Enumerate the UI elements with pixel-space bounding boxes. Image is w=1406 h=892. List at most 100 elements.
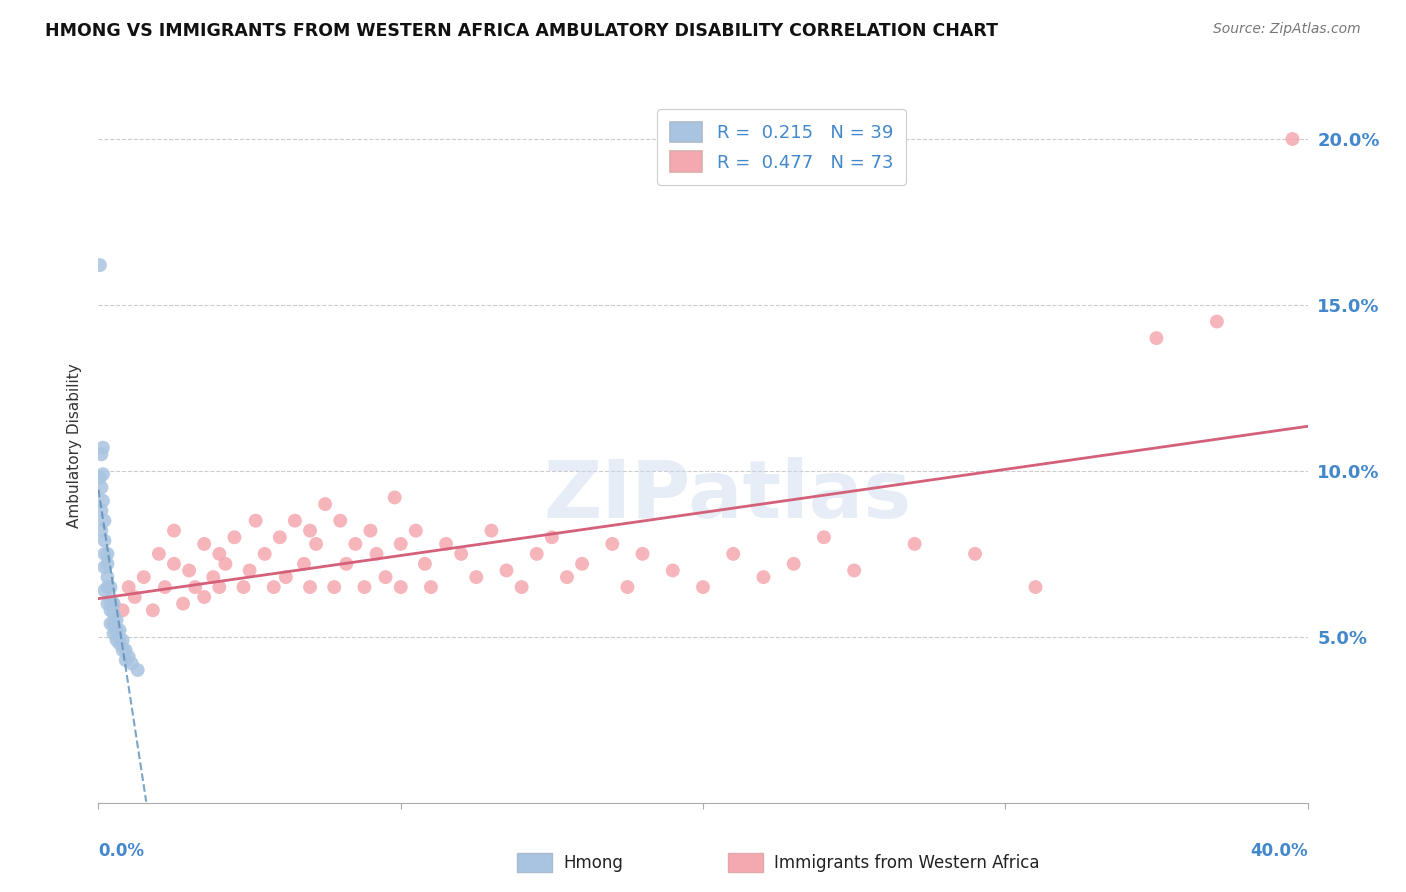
Point [661,564,683,578]
Point [100,603,122,617]
Point [111,603,134,617]
Point [96,570,118,584]
Point [813,530,835,544]
Point [96,557,118,571]
Point [232,580,254,594]
Point [360,524,382,538]
Point [153,580,176,594]
Point [253,547,276,561]
Point [103,616,125,631]
Point [329,514,352,528]
Point [103,597,125,611]
Point [844,564,866,578]
Point [93,560,115,574]
Point [96,597,118,611]
Point [193,590,215,604]
Point [292,557,315,571]
Point [105,613,128,627]
Point [214,557,236,571]
Point [142,603,165,617]
Point [103,626,125,640]
Point [965,547,987,561]
Point [208,580,231,594]
Point [904,537,927,551]
Point [1206,314,1229,328]
Point [224,530,246,544]
Point [172,597,194,611]
Point [299,524,322,538]
Point [323,580,346,594]
Text: ZIPatlas: ZIPatlas [543,457,911,535]
Text: 40.0%: 40.0% [1250,842,1308,860]
Point [540,530,562,544]
Point [127,663,149,677]
Point [526,547,548,561]
Point [121,657,143,671]
Point [163,524,186,538]
Point [91,493,114,508]
Point [299,580,322,594]
Point [118,649,141,664]
Point [1144,331,1167,345]
Point [405,524,427,538]
Point [90,524,112,538]
Point [481,524,503,538]
Point [555,570,578,584]
Point [450,547,472,561]
Point [420,580,443,594]
Point [108,624,131,638]
Point [89,470,111,484]
Legend: R =  0.215   N = 39, R =  0.477   N = 73: R = 0.215 N = 39, R = 0.477 N = 73 [657,109,905,185]
Point [100,616,122,631]
Point [114,653,136,667]
Point [111,633,134,648]
Point [93,533,115,548]
Point [335,557,357,571]
Point [263,580,285,594]
Text: Immigrants from Western Africa: Immigrants from Western Africa [773,854,1039,871]
Y-axis label: Ambulatory Disability: Ambulatory Disability [67,364,83,528]
Point [571,557,593,571]
Point [105,624,128,638]
Point [90,504,112,518]
Point [163,557,186,571]
Point [239,564,262,578]
Point [91,467,114,482]
Point [752,570,775,584]
Point [179,564,201,578]
Point [510,580,533,594]
Text: Source: ZipAtlas.com: Source: ZipAtlas.com [1213,22,1361,37]
Point [723,547,745,561]
Point [111,643,134,657]
Point [1281,132,1303,146]
Point [353,580,375,594]
Point [90,447,112,461]
Point [413,557,436,571]
Point [314,497,336,511]
Point [692,580,714,594]
Point [105,633,128,648]
Text: 0.0%: 0.0% [98,842,145,860]
Point [91,441,114,455]
Point [148,547,170,561]
Point [108,636,131,650]
Point [602,537,624,551]
Point [184,580,207,594]
Point [93,547,115,561]
Point [103,607,125,621]
Point [1024,580,1046,594]
Point [274,570,297,584]
Point [465,570,488,584]
Point [305,537,328,551]
Point [89,258,111,272]
Point [100,580,122,594]
Text: Hmong: Hmong [564,854,623,871]
Point [202,570,225,584]
Point [100,593,122,607]
Point [384,491,406,505]
Point [118,580,141,594]
Point [434,537,457,551]
Point [374,570,396,584]
Point [132,570,155,584]
Point [114,643,136,657]
